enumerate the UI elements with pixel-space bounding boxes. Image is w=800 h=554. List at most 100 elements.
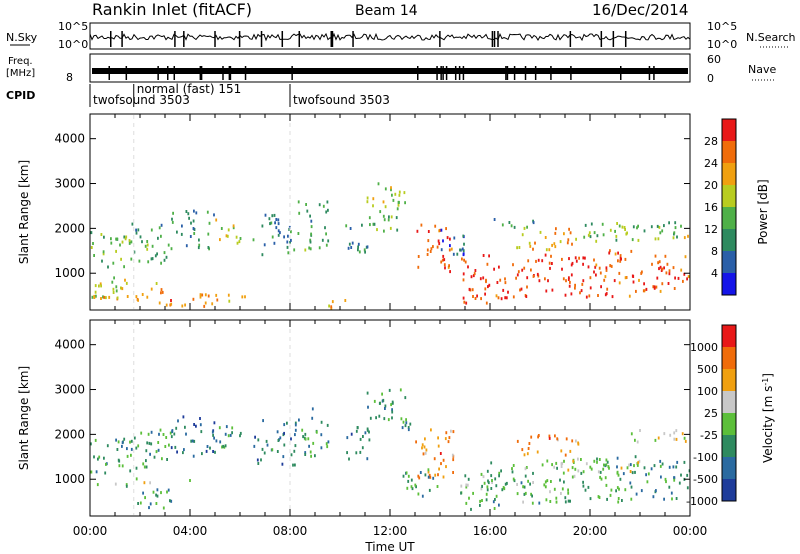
range-gate-cell (184, 425, 186, 429)
range-gate-cell (437, 444, 440, 448)
range-gate-cell (525, 466, 528, 469)
range-gate-cell (551, 463, 553, 467)
range-gate-cell (115, 289, 118, 293)
range-gate-cell (472, 491, 474, 495)
range-gate-cell (659, 265, 662, 269)
range-gate-cell (95, 470, 98, 474)
range-gate-cell (348, 242, 351, 246)
range-gate-cell (593, 258, 595, 262)
range-gate-cell (599, 470, 602, 474)
range-gate-cell (310, 225, 313, 229)
range-gate-cell (124, 237, 127, 241)
range-gate-cell (424, 451, 427, 455)
range-gate-cell (383, 417, 386, 421)
range-gate-cell (309, 450, 312, 454)
range-gate-cell (492, 500, 495, 504)
range-gate-cell (590, 222, 593, 226)
range-gate-cell (669, 433, 672, 437)
range-gate-cell (661, 267, 664, 271)
range-gate-cell (301, 428, 304, 432)
range-gate-cell (331, 300, 334, 304)
noise-sky-label: N.Sky (6, 31, 38, 44)
range-gate-cell (359, 450, 362, 454)
range-gate-cell (351, 241, 354, 245)
range-gate-cell (437, 436, 439, 440)
range-gate-cell (544, 236, 547, 239)
colorbar-segment (722, 207, 736, 230)
range-gate-cell (575, 439, 577, 443)
range-gate-cell (673, 231, 676, 235)
range-gate-cell (548, 248, 551, 252)
range-gate-cell (262, 419, 264, 423)
range-gate-cell (100, 284, 102, 288)
velocity-data (90, 321, 691, 515)
range-gate-cell (320, 420, 323, 424)
range-gate-cell (450, 247, 453, 251)
velocity-panel-frame (89, 319, 691, 517)
range-gate-cell (105, 462, 107, 466)
range-gate-cell (528, 241, 531, 245)
range-gate-cell (160, 288, 163, 292)
range-gate-cell (427, 230, 430, 233)
range-gate-cell (417, 255, 420, 258)
range-gate-cell (650, 467, 653, 471)
range-gate-cell (436, 245, 439, 249)
range-gate-cell (152, 490, 155, 494)
range-gate-cell (580, 471, 583, 475)
range-gate-cell (633, 464, 635, 468)
range-gate-cell (171, 220, 174, 224)
range-gate-cell (165, 303, 168, 307)
range-gate-cell (610, 488, 613, 492)
range-gate-cell (415, 485, 417, 489)
range-gate-cell (326, 445, 329, 449)
range-gate-cell (232, 224, 235, 228)
range-gate-cell (192, 219, 195, 223)
range-gate-cell (310, 219, 313, 223)
range-gate-cell (500, 297, 503, 301)
range-gate-cell (277, 229, 280, 233)
range-gate-cell (116, 448, 119, 451)
range-gate-cell (462, 252, 465, 256)
range-gate-cell (304, 248, 307, 252)
range-gate-cell (527, 479, 529, 483)
range-gate-cell (674, 221, 677, 225)
range-gate-cell (584, 488, 587, 492)
range-gate-cell (311, 416, 314, 420)
range-gate-cell (487, 481, 490, 485)
range-gate-cell (145, 465, 148, 469)
range-gate-cell (554, 231, 557, 235)
range-gate-cell (589, 235, 592, 239)
range-gate-cell (473, 272, 476, 276)
range-gate-cell (524, 467, 527, 471)
range-gate-cell (169, 303, 172, 307)
range-gate-cell (472, 295, 474, 298)
range-gate-cell (90, 246, 93, 249)
range-gate-cell (176, 450, 178, 454)
range-gate-cell (556, 437, 559, 441)
range-gate-cell (201, 293, 204, 297)
range-gate-cell (630, 497, 633, 501)
range-gate-cell (574, 467, 577, 471)
range-gate-cell (310, 454, 312, 458)
range-gate-cell (448, 436, 451, 440)
range-gate-cell (643, 282, 645, 286)
range-gate-cell (377, 182, 380, 186)
range-gate-cell (548, 436, 551, 440)
range-gate-cell (110, 241, 113, 245)
range-gate-cell (437, 473, 439, 477)
range-gate-cell (404, 396, 407, 400)
range-gate-cell (115, 249, 117, 253)
range-gate-cell (150, 442, 153, 446)
range-gate-cell (350, 246, 353, 249)
range-gate-cell (549, 266, 551, 270)
range-gate-cell (670, 491, 673, 495)
range-gate-cell (283, 235, 285, 239)
range-gate-cell (559, 240, 562, 244)
range-gate-cell (239, 237, 242, 240)
range-gate-cell (490, 461, 493, 465)
range-gate-cell (266, 443, 269, 447)
range-gate-cell (638, 459, 641, 463)
range-gate-cell (573, 474, 576, 478)
velocity-colorbar: 1000 500 100 25 -25 -100 -500 -1000 (686, 324, 737, 508)
colorbar-tick-label: 25 (704, 407, 718, 420)
